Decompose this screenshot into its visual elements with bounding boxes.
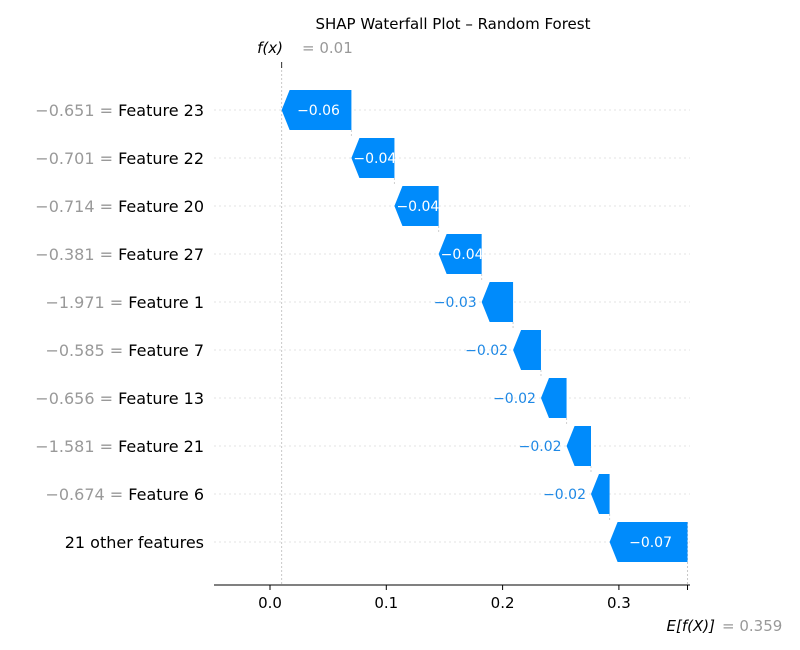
bar-value-label: −0.02 <box>519 439 562 455</box>
feature-label: −1.581 = Feature 21 <box>35 437 204 456</box>
feature-value: −0.674 = <box>45 485 128 504</box>
feature-name: Feature 22 <box>118 149 204 168</box>
feature-label: −0.585 = Feature 7 <box>45 341 204 360</box>
feature-name: Feature 23 <box>118 101 204 120</box>
bar-value-label: −0.06 <box>297 103 340 119</box>
feature-label: −0.701 = Feature 22 <box>35 149 204 168</box>
x-tick-label: 0.2 <box>491 594 515 612</box>
feature-name: Feature 1 <box>128 293 204 312</box>
fx-value: = 0.01 <box>302 39 353 57</box>
shap-bar <box>513 330 541 370</box>
fx-annotation: f(x) = 0.01 <box>257 39 353 57</box>
bars: −0.06 −0.04 −0.04 −0.04 −0.03 −0.02 −0.02 −0.02… <box>281 90 688 562</box>
shap-bar <box>438 234 482 274</box>
shap-bar <box>481 282 514 322</box>
shap-bar <box>351 138 395 178</box>
feature-label: −0.656 = Feature 13 <box>35 389 204 408</box>
base-label: E[f(X)] <box>667 617 716 635</box>
feature-name: Feature 7 <box>128 341 204 360</box>
shap-bar <box>394 186 439 226</box>
x-tick-label: 0.1 <box>374 594 398 612</box>
shap-bar <box>590 474 610 514</box>
bar-value-label: −0.04 <box>353 151 396 167</box>
bar-value-label: −0.07 <box>629 535 672 551</box>
row-labels: −0.651 = Feature 23−0.701 = Feature 22−0… <box>35 101 204 552</box>
feature-label: −1.971 = Feature 1 <box>45 293 204 312</box>
feature-value: −0.701 = <box>35 149 118 168</box>
feature-name: Feature 21 <box>118 437 204 456</box>
feature-value: −0.656 = <box>35 389 118 408</box>
shap-bar <box>281 90 352 130</box>
feature-value: −1.971 = <box>45 293 128 312</box>
feature-name: 21 other features <box>65 533 204 552</box>
feature-label: −0.674 = Feature 6 <box>45 485 204 504</box>
x-axis: 0.0 0.1 0.2 0.3 <box>214 584 690 612</box>
bar-value-label: −0.04 <box>441 247 484 263</box>
fx-label: f(x) <box>257 39 283 57</box>
feature-value: −0.381 = <box>35 245 118 264</box>
bar-value-label: −0.02 <box>493 391 536 407</box>
shap-bar <box>540 378 567 418</box>
feature-value: −0.651 = <box>35 101 118 120</box>
base-value: = 0.359 <box>722 617 782 635</box>
shap-bar <box>609 522 688 562</box>
x-tick-label: 0.0 <box>258 594 282 612</box>
feature-label: −0.651 = Feature 23 <box>35 101 204 120</box>
feature-value: −0.714 = <box>35 197 118 216</box>
bar-value-label: −0.04 <box>396 199 439 215</box>
feature-label: 21 other features <box>65 533 204 552</box>
row-gridlines <box>214 62 690 586</box>
feature-name: Feature 20 <box>118 197 204 216</box>
feature-value: −0.585 = <box>45 341 128 360</box>
chart-title: SHAP Waterfall Plot – Random Forest <box>315 15 590 33</box>
shap-bar <box>566 426 591 466</box>
bar-value-label: −0.03 <box>434 295 477 311</box>
feature-label: −0.381 = Feature 27 <box>35 245 204 264</box>
feature-label: −0.714 = Feature 20 <box>35 197 204 216</box>
feature-name: Feature 6 <box>128 485 204 504</box>
base-annotation: E[f(X)] = 0.359 <box>667 617 783 635</box>
bar-value-label: −0.02 <box>465 343 508 359</box>
bar-value-label: −0.02 <box>543 487 586 503</box>
feature-name: Feature 13 <box>118 389 204 408</box>
feature-name: Feature 27 <box>118 245 204 264</box>
x-tick-label: 0.3 <box>607 594 631 612</box>
feature-value: −1.581 = <box>35 437 118 456</box>
